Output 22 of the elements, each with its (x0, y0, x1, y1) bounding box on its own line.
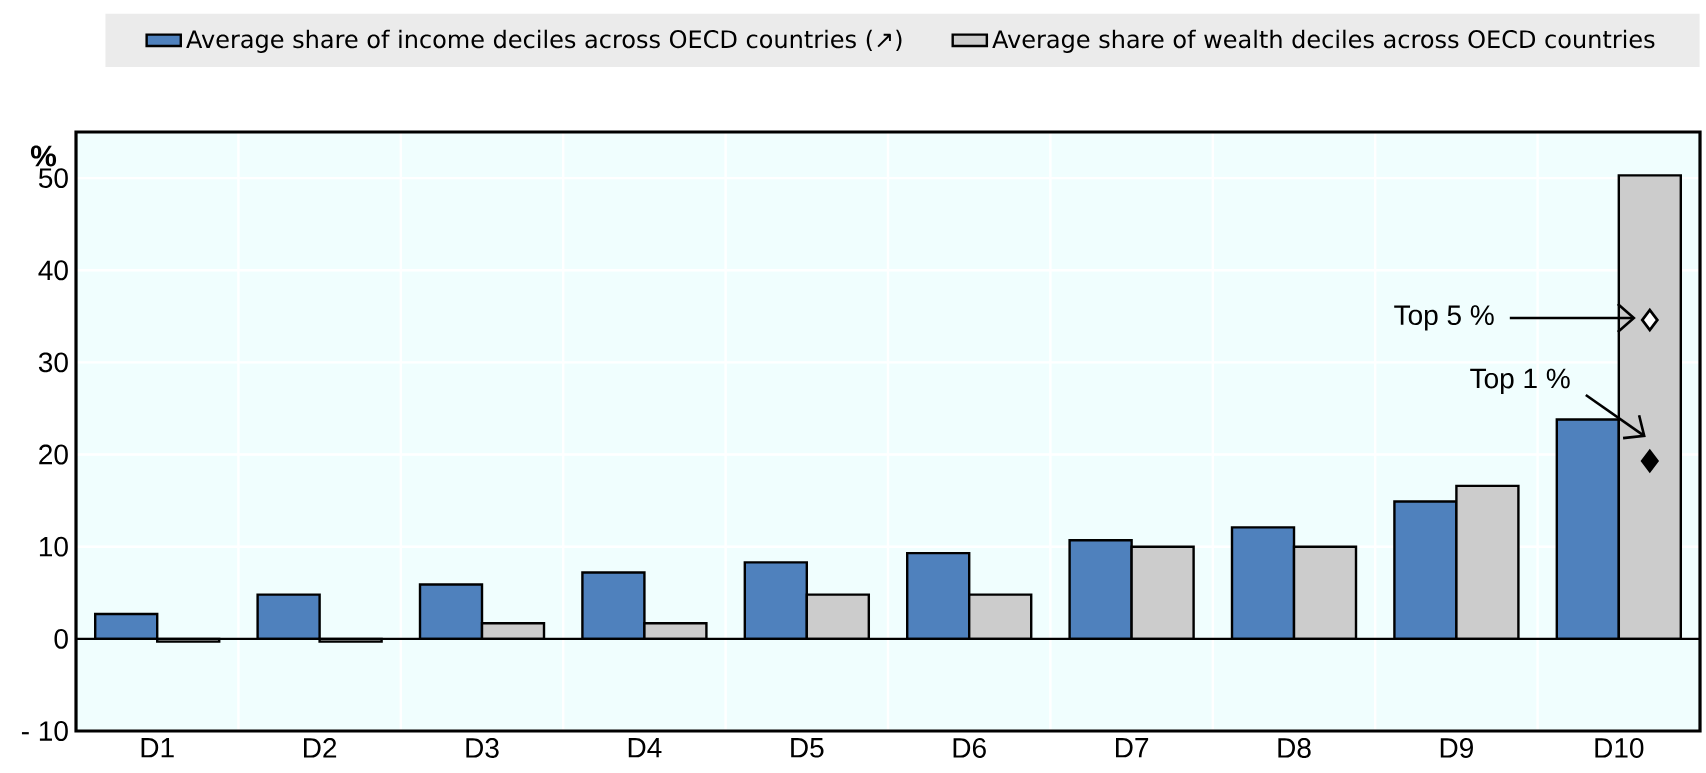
y-tick-label: 30 (38, 352, 68, 373)
x-tick-label: D5 (791, 738, 824, 758)
x-tick-label: D10 (1595, 738, 1644, 758)
y-axis-title: % (30, 145, 57, 167)
x-tick-label: D6 (953, 738, 986, 758)
x-tick-label: D8 (1278, 738, 1311, 758)
y-tick-label: 10 (39, 536, 68, 557)
y-tick-label: 20 (39, 444, 68, 465)
y-tick-label: 40 (38, 260, 68, 281)
x-tick-label: D2 (304, 738, 337, 758)
annotation: Top 1 % (1470, 368, 1570, 394)
x-tick-label: D4 (628, 738, 662, 758)
x-tick-label: D9 (1440, 738, 1473, 758)
annotation: Top 5 % (1394, 305, 1494, 331)
x-tick-label: D3 (466, 738, 499, 758)
legend-label: Average share of wealth deciles across OECD countries (992, 29, 1655, 53)
y-tick-label: 50 (38, 168, 68, 189)
x-tick-label: D1 (141, 738, 174, 758)
y-tick-label: 0 (54, 628, 68, 649)
legend-label: Average share of income deciles across OECD countries (↗) (186, 29, 902, 53)
y-tick-label: - 10 (21, 721, 68, 741)
x-tick-label: D7 (1116, 738, 1149, 758)
